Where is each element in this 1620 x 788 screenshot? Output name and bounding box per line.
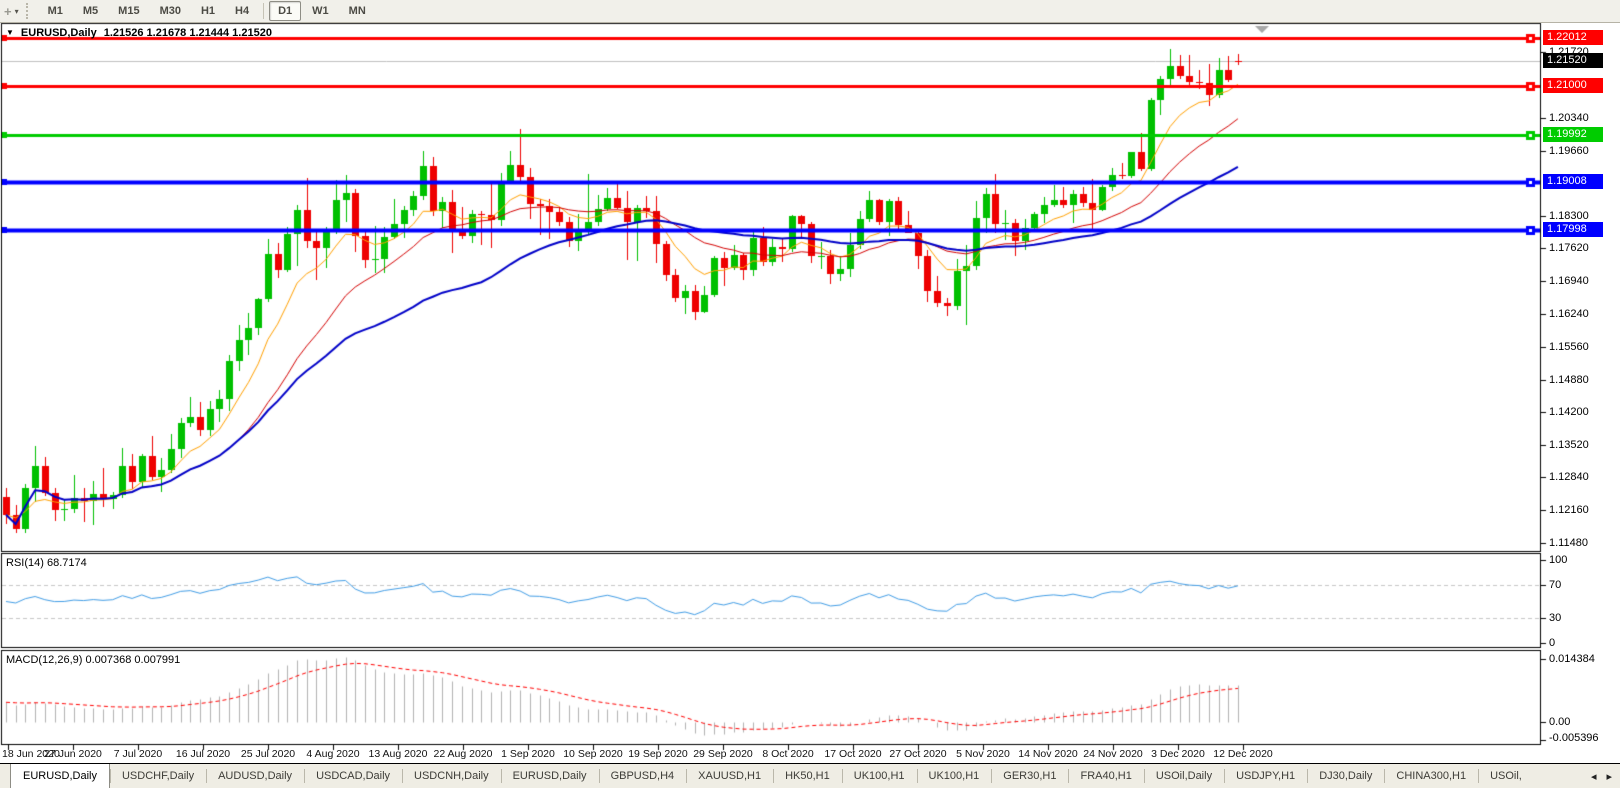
toolbar-separator — [263, 3, 265, 19]
macd-axis-tick: 0.00 — [1549, 716, 1571, 728]
timeframe-button-w1[interactable]: W1 — [312, 5, 329, 17]
date-axis-label: 13 Aug 2020 — [368, 748, 428, 760]
date-axis-label: 5 Nov 2020 — [956, 748, 1010, 760]
chart-tab-bar: EURUSD,Daily USDCHF,Daily AUDUSD,Daily USDC… — [0, 763, 1620, 788]
timeframe-button-mn[interactable]: MN — [348, 5, 366, 17]
chart-tab-uk100-h1[interactable]: UK100,H1 — [916, 764, 992, 788]
rsi-axis-tick: 0 — [1549, 637, 1556, 649]
timeframe-button-h4[interactable]: H4 — [235, 5, 250, 17]
date-axis-label: 25 Jul 2020 — [240, 748, 296, 760]
level-price-label: 1.22012 — [1543, 30, 1603, 45]
date-axis-label: 4 Aug 2020 — [306, 748, 360, 760]
timeframe-button-m5[interactable]: M5 — [82, 5, 99, 17]
chart-ohlc-values: 1.21526 1.21678 1.21444 1.21520 — [103, 27, 272, 39]
chart-tab-dj30-daily[interactable]: DJ30,Daily — [1307, 764, 1384, 788]
cursor-tool-button[interactable]: + ▾ — [0, 5, 22, 18]
rsi-axis-tick: 30 — [1549, 612, 1562, 624]
level-price-label: 1.21000 — [1543, 78, 1603, 93]
date-axis-label: 22 Aug 2020 — [433, 748, 493, 760]
chart-tab-uk100-h1[interactable]: UK100,H1 — [841, 764, 917, 788]
level-price-label: 1.19992 — [1543, 127, 1603, 142]
macd-label: MACD(12,26,9) 0.007368 0.007991 — [6, 654, 181, 666]
chart-tab-fra40-h1[interactable]: FRA40,H1 — [1068, 764, 1143, 788]
price-axis-tick: 1.19660 — [1549, 145, 1589, 157]
rsi-axis-tick: 100 — [1549, 554, 1568, 566]
rsi-label: RSI(14) 68.7174 — [6, 557, 87, 569]
tab-scroll-left-icon[interactable]: ◂ — [1590, 770, 1597, 783]
timeframe-button-m15[interactable]: M15 — [118, 5, 140, 17]
price-axis-tick: 1.16240 — [1549, 308, 1589, 320]
price-axis-tick: 1.18300 — [1549, 210, 1589, 222]
chart-tab-eurusd-daily[interactable]: EURUSD,Daily — [10, 764, 110, 788]
price-axis-tick: 1.13520 — [1549, 439, 1589, 451]
timeframe-button-d1[interactable]: D1 — [269, 1, 302, 21]
current-price-label: 1.21520 — [1543, 53, 1603, 68]
date-axis-label: 17 Oct 2020 — [824, 748, 882, 760]
chart-tab-gbpusd-h4[interactable]: GBPUSD,H4 — [598, 764, 687, 788]
rsi-axis-tick: 70 — [1549, 579, 1562, 591]
date-axis-label: 29 Sep 2020 — [693, 748, 753, 760]
tab-scroll-right-icon[interactable]: ▸ — [1606, 770, 1612, 783]
date-axis-label: 8 Oct 2020 — [762, 748, 814, 760]
price-axis-tick: 1.14200 — [1549, 406, 1589, 418]
chart-tab-china300-h1[interactable]: CHINA300,H1 — [1384, 764, 1478, 788]
level-price-label: 1.19008 — [1543, 174, 1603, 189]
chart-tab-usoil-daily[interactable]: USOil,Daily — [1143, 764, 1224, 788]
price-axis-tick: 1.11480 — [1549, 537, 1588, 549]
date-axis-label: 19 Sep 2020 — [628, 748, 688, 760]
chart-tab-usdchf-daily[interactable]: USDCHF,Daily — [109, 764, 206, 788]
macd-axis-tick: 0.014384 — [1549, 653, 1595, 665]
date-axis-label: 27 Oct 2020 — [889, 748, 947, 760]
crosshair-icon: + — [4, 3, 12, 19]
date-axis-label: 10 Sep 2020 — [563, 748, 623, 760]
date-axis-label: 7 Jul 2020 — [113, 748, 163, 760]
chart-tab-usdcnh-daily[interactable]: USDCNH,Daily — [402, 764, 501, 788]
price-axis-tick: 1.20340 — [1549, 112, 1589, 124]
chevron-down-icon: ▾ — [14, 6, 19, 16]
timeframe-button-m30[interactable]: M30 — [159, 5, 181, 17]
timeframe-button-h1[interactable]: H1 — [200, 5, 216, 17]
date-axis-label: 14 Nov 2020 — [1018, 748, 1078, 760]
tab-scroll-controls: ◂ ▸ — [1582, 764, 1620, 788]
chart-tabs: EURUSD,Daily USDCHF,Daily AUDUSD,Daily USDC… — [0, 764, 1583, 788]
chart-tab-ger30-h1[interactable]: GER30,H1 — [991, 764, 1068, 788]
price-axis-tick: 1.16940 — [1549, 275, 1589, 287]
chart-title: ▼ EURUSD,Daily 1.21526 1.21678 1.21444 1… — [6, 27, 272, 39]
price-axis-tick: 1.15560 — [1549, 341, 1589, 353]
date-axis-label: 18 Jun 2020 — [2, 748, 60, 760]
price-axis-tick: 1.14880 — [1549, 374, 1589, 386]
date-axis-label: 27 Jun 2020 — [44, 748, 102, 760]
date-axis-label: 3 Dec 2020 — [1151, 748, 1205, 760]
toolbar: + ▾ M1 M5 M15 M30 H1 H4 D1 W1 MN — [0, 0, 1620, 23]
price-axis-tick: 1.12840 — [1549, 471, 1589, 483]
chart-tab-usoil[interactable]: USOil, — [1478, 764, 1534, 788]
chart-symbol-label: EURUSD,Daily — [20, 27, 97, 39]
macd-axis-tick: -0.005396 — [1549, 732, 1599, 744]
price-axis-tick: 1.17620 — [1549, 242, 1589, 254]
level-price-label: 1.17998 — [1543, 222, 1603, 237]
chart-tab-audusd-daily[interactable]: AUDUSD,Daily — [206, 764, 304, 788]
toolbar-grip[interactable] — [25, 3, 32, 19]
chart-tab-hk50-h1[interactable]: HK50,H1 — [773, 764, 842, 788]
chart-menu-arrow-icon[interactable]: ▼ — [6, 28, 14, 37]
chart-tab-eurusd-daily[interactable]: EURUSD,Daily — [500, 764, 599, 788]
timeframe-button-m1[interactable]: M1 — [47, 5, 63, 17]
chart-tab-usdcad-daily[interactable]: USDCAD,Daily — [304, 764, 402, 788]
chart-tab-usdjpy-h1[interactable]: USDJPY,H1 — [1224, 764, 1307, 788]
date-axis-label: 16 Jul 2020 — [175, 748, 231, 760]
date-axis-label: 24 Nov 2020 — [1083, 748, 1143, 760]
timeframe-toolbar: M1 M5 M15 M30 H1 H4 D1 W1 MN — [38, 1, 376, 21]
chart-tab-xauusd-h1[interactable]: XAUUSD,H1 — [686, 764, 773, 788]
date-axis-label: 1 Sep 2020 — [501, 748, 555, 760]
price-axis-tick: 1.12160 — [1549, 504, 1589, 516]
date-axis-label: 12 Dec 2020 — [1213, 748, 1273, 760]
